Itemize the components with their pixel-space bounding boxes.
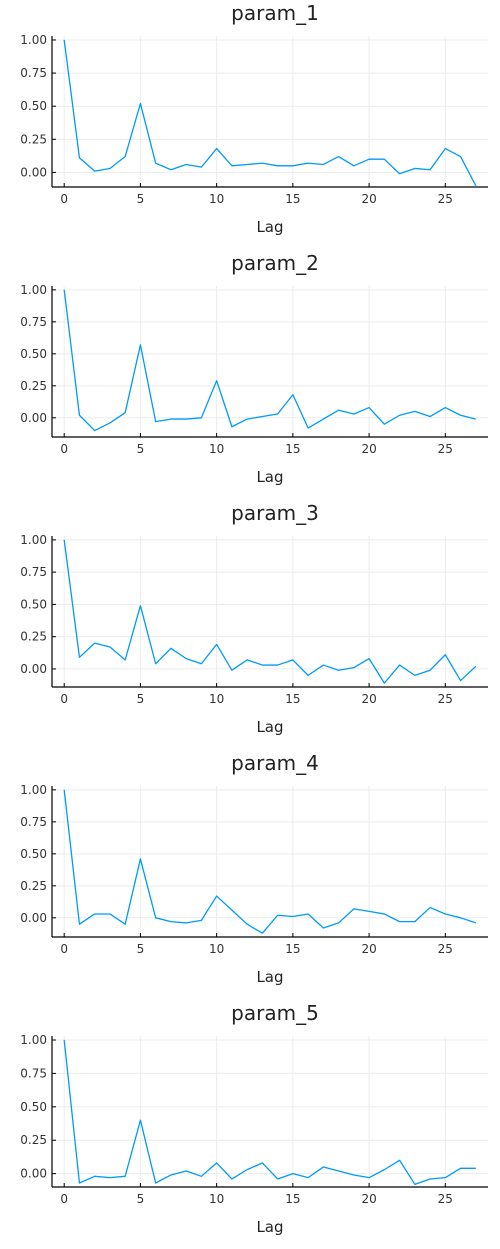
x-tick-label: 5 [137,942,145,956]
y-tick-label: 0.00 [20,1167,47,1181]
y-tick-label: 0.00 [20,662,47,676]
x-tick-label: 15 [285,942,300,956]
y-tick-label: 0.50 [20,847,47,861]
x-axis-label: Lag [256,718,283,736]
x-tick-label: 15 [285,192,300,206]
chart-panel-2: param_2 0 5 10 15 20 25 0.00 0.25 0.50 0.75 1.00 Lag [20,251,488,486]
y-tick-label: 1.00 [20,33,47,47]
x-axis-label: Lag [256,1218,283,1236]
x-tick-label: 25 [438,442,453,456]
x-tick-label: 0 [60,192,68,206]
x-tick-label: 20 [361,442,376,456]
x-tick-label: 25 [438,192,453,206]
y-tick-label: 1.00 [20,783,47,797]
x-tick-label: 20 [361,692,376,706]
y-tick-label: 0.50 [20,597,47,611]
x-tick-label: 5 [137,442,145,456]
chart-panel-3: param_3 0 5 10 15 20 25 0.00 0.25 0.50 0.75 1.00 Lag [20,501,488,736]
x-tick-label: 25 [438,1192,453,1206]
y-tick-label: 0.25 [20,879,47,893]
x-tick-label: 20 [361,192,376,206]
chart-panel-1: param_1 0 5 10 15 20 25 0.00 0.25 0.50 0.75 1.00 Lag [20,1,488,236]
y-tick-label: 1.00 [20,283,47,297]
x-tick-label: 5 [137,1192,145,1206]
chart-title: param_1 [231,1,319,25]
y-tick-label: 0.00 [20,911,47,925]
y-tick-label: 0.75 [20,565,47,579]
x-tick-label: 0 [60,1192,68,1206]
chart-title: param_2 [231,251,319,275]
x-tick-label: 5 [137,192,145,206]
acf-series-line [63,539,477,684]
x-tick-label: 10 [209,442,224,456]
x-tick-label: 20 [361,942,376,956]
y-tick-label: 0.75 [20,1066,47,1080]
acf-series-line [63,289,476,432]
y-tick-label: 1.00 [20,533,47,547]
x-tick-label: 10 [209,192,224,206]
x-tick-label: 0 [60,942,68,956]
y-tick-label: 0.25 [20,1133,47,1147]
y-tick-label: 0.75 [20,66,47,80]
acf-series-line [63,39,477,186]
x-tick-label: 15 [285,1192,300,1206]
y-tick-label: 0.50 [20,1100,47,1114]
y-tick-label: 0.50 [20,347,47,361]
y-tick-label: 0.25 [20,379,47,393]
chart-title: param_3 [231,501,319,525]
x-tick-label: 5 [137,692,145,706]
x-tick-label: 25 [438,942,453,956]
x-axis-label: Lag [256,218,283,236]
y-tick-label: 0.25 [20,132,47,146]
y-tick-label: 0.00 [20,165,47,179]
chart-title: param_4 [231,751,319,775]
x-tick-label: 0 [60,442,68,456]
y-tick-label: 0.00 [20,411,47,425]
x-tick-label: 10 [209,1192,224,1206]
x-tick-label: 10 [209,692,224,706]
x-axis-label: Lag [256,468,283,486]
chart-panel-5: param_5 0 5 10 15 20 25 0.00 0.25 0.50 0.75 1.00 Lag [20,1001,488,1236]
x-tick-label: 0 [60,692,68,706]
chart-title: param_5 [231,1001,319,1025]
y-tick-label: 0.75 [20,315,47,329]
x-tick-label: 15 [285,692,300,706]
y-tick-label: 0.25 [20,630,47,644]
y-tick-label: 1.00 [20,1033,47,1047]
acf-series-line [63,1039,476,1185]
acf-series-line [63,789,477,934]
x-tick-label: 10 [209,942,224,956]
x-tick-label: 25 [438,692,453,706]
x-tick-label: 20 [361,1192,376,1206]
y-tick-label: 0.50 [20,99,47,113]
y-tick-label: 0.75 [20,815,47,829]
x-tick-label: 15 [285,442,300,456]
chart-panel-4: param_4 0 5 10 15 20 25 0.00 0.25 0.50 0.75 1.00 Lag [20,751,488,986]
x-axis-label: Lag [256,968,283,986]
